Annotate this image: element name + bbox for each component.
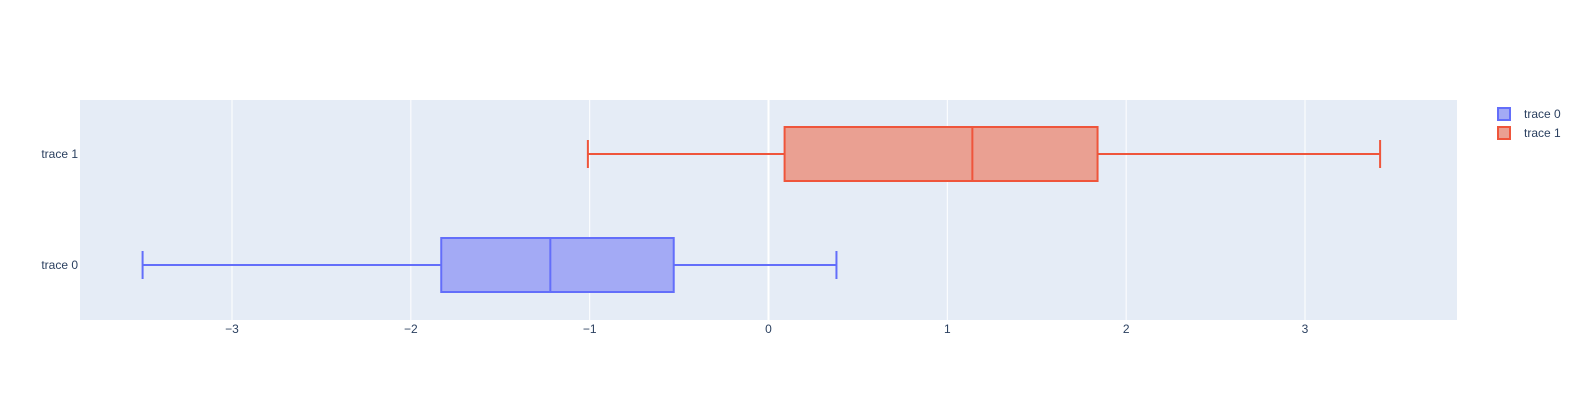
x-tick-label: 0 <box>765 322 772 336</box>
x-axis-ticks: −3 −2 −1 0 1 2 3 <box>225 322 1308 336</box>
y-axis-ticks: trace 0 trace 1 <box>41 147 78 272</box>
legend-item-trace-0[interactable]: trace 0 <box>1497 107 1561 121</box>
box-trace-0[interactable] <box>141 237 838 293</box>
legend-swatch <box>1497 107 1511 121</box>
x-tick-label: 1 <box>944 322 951 336</box>
y-tick-label: trace 0 <box>41 258 78 272</box>
legend-label: trace 0 <box>1524 107 1561 121</box>
box-trace-1[interactable] <box>586 126 1382 182</box>
y-tick-label: trace 1 <box>41 147 78 161</box>
iqr-box <box>440 237 675 293</box>
x-tick-label: −2 <box>404 322 418 336</box>
legend[interactable]: trace 0 trace 1 <box>1497 107 1561 140</box>
x-gridlines <box>231 100 1306 320</box>
box-series <box>141 126 1382 293</box>
iqr-box <box>783 126 1099 182</box>
x-tick-label: 3 <box>1302 322 1309 336</box>
x-tick-label: −1 <box>583 322 597 336</box>
x-tick-label: 2 <box>1123 322 1130 336</box>
x-tick-label: −3 <box>225 322 239 336</box>
legend-swatch <box>1497 126 1511 140</box>
legend-item-trace-1[interactable]: trace 1 <box>1497 126 1561 140</box>
legend-label: trace 1 <box>1524 126 1561 140</box>
